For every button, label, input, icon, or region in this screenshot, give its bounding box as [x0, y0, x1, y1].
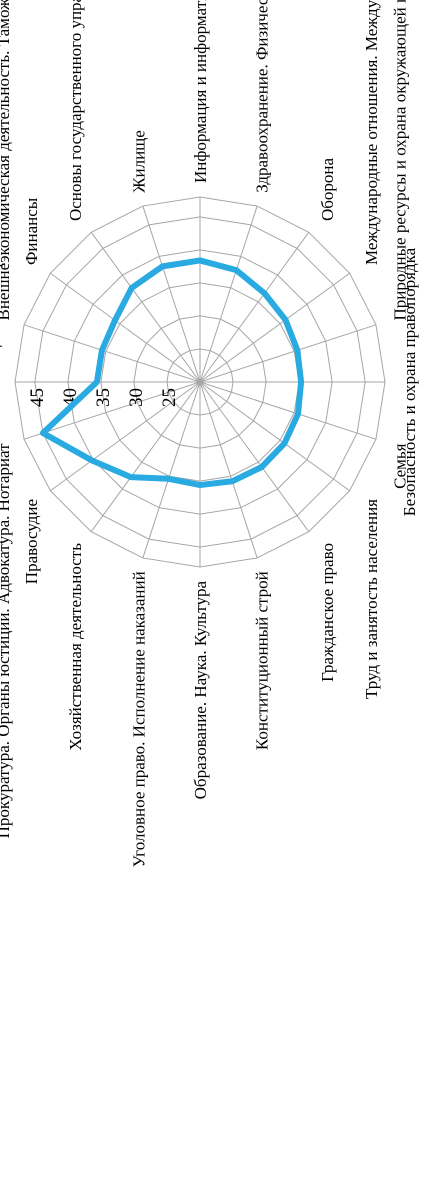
radar-spoke: [50, 381, 201, 492]
radar-category-label: Социальное обеспечение и социальное стра…: [0, 194, 3, 570]
radar-series-line: [39, 257, 305, 489]
radar-tick-label: 30: [126, 388, 147, 407]
radar-spoke: [23, 381, 201, 440]
radar-spoke: [142, 381, 201, 559]
radar-category-label: Семья: [390, 443, 409, 489]
radar-category-label: Безопасность и охрана правопорядка: [400, 247, 419, 516]
radar-spoke: [142, 205, 201, 383]
radar-category-label: Гражданское право: [318, 543, 337, 682]
radar-spoke: [199, 272, 350, 383]
radar-category-label: Международные отношения. Международное п…: [362, 0, 381, 265]
radar-category-labels: Социальное обеспечение и социальное стра…: [0, 0, 419, 867]
radar-category-label: Жилище: [130, 130, 149, 193]
radar-category-label: Труд и занятость населения: [362, 499, 381, 699]
radar-category-label: Основы государственного управления: [66, 0, 85, 221]
radar-ring: [133, 315, 267, 449]
radar-ring: [166, 348, 234, 416]
radar-category-label: Природные ресурсы и охрана окружающей пр…: [390, 0, 409, 321]
radar-category-label: Здравоохранение. Физическая культура и с…: [252, 0, 271, 193]
radar-spoke: [199, 381, 310, 532]
radar-spoke: [199, 324, 377, 383]
radar-category-label: Оборона: [318, 157, 337, 221]
radar-ring: [34, 216, 366, 548]
radar-category-label: Правосудие: [22, 499, 41, 584]
radar-tick-label: 45: [27, 388, 48, 407]
radar-spoke: [199, 381, 258, 559]
radar-spoke: [50, 272, 201, 383]
radar-tick-label: 35: [93, 388, 114, 407]
radar-ring: [67, 249, 333, 515]
radar-spoke: [90, 232, 201, 383]
radar-category-label: Финансы: [22, 197, 41, 265]
radar-spoke: [199, 381, 377, 440]
radar-category-label: Конституционный строй: [252, 571, 271, 750]
radar-category-label: Образование. Наука. Культура: [191, 581, 210, 800]
radar-category-label: Уголовное право. Исполнение наказаний: [130, 571, 149, 867]
radar-spoke: [199, 205, 258, 383]
radar-tick-label: 25: [159, 388, 180, 407]
radar-category-label: Прокуратура. Органы юстиции. Адвокатура.…: [0, 443, 13, 838]
radar-spoke: [199, 232, 310, 383]
radar-category-label: Внешнеэкономическая деятельность. Таможе…: [0, 0, 13, 321]
radar-spoke: [90, 381, 201, 532]
radar-ring: [14, 196, 386, 568]
radar-grid: [14, 196, 386, 568]
radar-category-label: Информация и информатизация: [191, 0, 210, 183]
radar-spoke: [199, 381, 350, 492]
radar-category-label: Хозяйственная деятельность: [66, 543, 85, 751]
radar-spoke: [23, 324, 201, 383]
